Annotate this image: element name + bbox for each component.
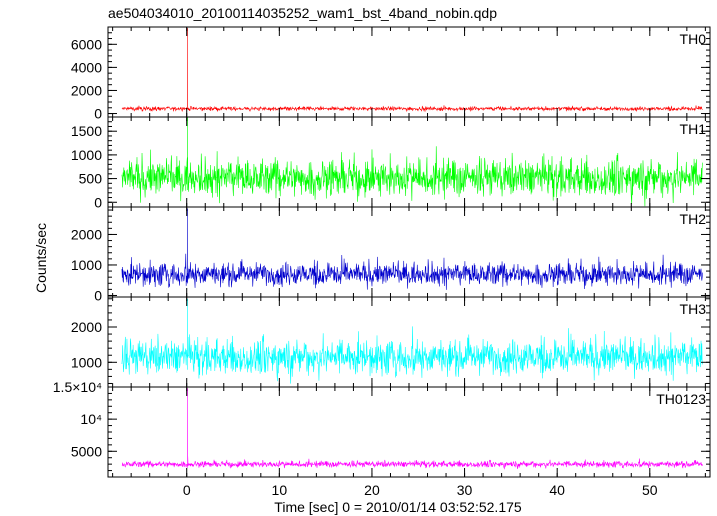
y-tick-label: 2000: [71, 226, 102, 242]
panel-th3: TH3 1000 2000: [71, 296, 711, 388]
y-tick-label: 10⁴: [80, 411, 102, 427]
series-label-th0: TH0: [680, 31, 707, 47]
y-tick-label: 0: [94, 287, 102, 303]
y-tick-label: 0: [94, 106, 102, 122]
y-tick-label: 5000: [71, 443, 102, 459]
series-line-th0123: [121, 388, 703, 470]
y-tick-label: 1500: [71, 123, 102, 139]
panel-th0: TH0 0 2000 4000 6000: [71, 26, 711, 122]
series-line-th0: [121, 28, 703, 113]
y-tick-label: 2000: [71, 82, 102, 98]
y-tick-label: 1000: [71, 354, 102, 370]
series-label-th1: TH1: [680, 121, 707, 137]
y-tick-label: 4000: [71, 59, 102, 75]
panel-th0123: TH0123 5000 10⁴ 1.5×10⁴: [53, 379, 711, 478]
series-label-th3: TH3: [680, 301, 707, 317]
y-tick-label: 1000: [71, 147, 102, 163]
y-axis-label: Counts/sec: [33, 223, 49, 293]
x-tick-label: 10: [272, 482, 288, 498]
x-tick-label: 30: [457, 482, 473, 498]
panel-frame: [107, 206, 711, 298]
chart-title: ae504034010_20100114035252_wam1_bst_4ban…: [108, 5, 497, 21]
x-axis-label: Time [sec] 0 = 2010/01/14 03:52:52.175: [274, 499, 522, 515]
x-tick-label: 0: [183, 482, 191, 498]
panel-frame: [107, 296, 711, 388]
panel-frame: [107, 26, 711, 118]
series-line-th2: [121, 208, 703, 290]
y-tick-label: 2000: [71, 319, 102, 335]
y-tick-label: 500: [79, 171, 103, 187]
y-tick-label: 1.5×10⁴: [53, 379, 102, 395]
panels: TH00200040006000TH1050010001500TH2010002…: [53, 26, 711, 498]
y-tick-label: 0: [94, 194, 102, 210]
x-tick-label: 20: [364, 482, 380, 498]
series-line-th1: [121, 117, 703, 207]
y-tick-label: 6000: [71, 36, 102, 52]
series-line-th3: [121, 298, 703, 384]
series-label-th2: TH2: [680, 211, 707, 227]
y-tick-label: 1000: [71, 257, 102, 273]
x-tick-label: 40: [549, 482, 565, 498]
panel-th2: TH2 0 1000 2000: [71, 206, 711, 303]
panel-th1: TH1 0 500 1000 1500: [71, 116, 711, 210]
series-label-th0123: TH0123: [656, 391, 706, 407]
x-tick-label: 50: [642, 482, 658, 498]
